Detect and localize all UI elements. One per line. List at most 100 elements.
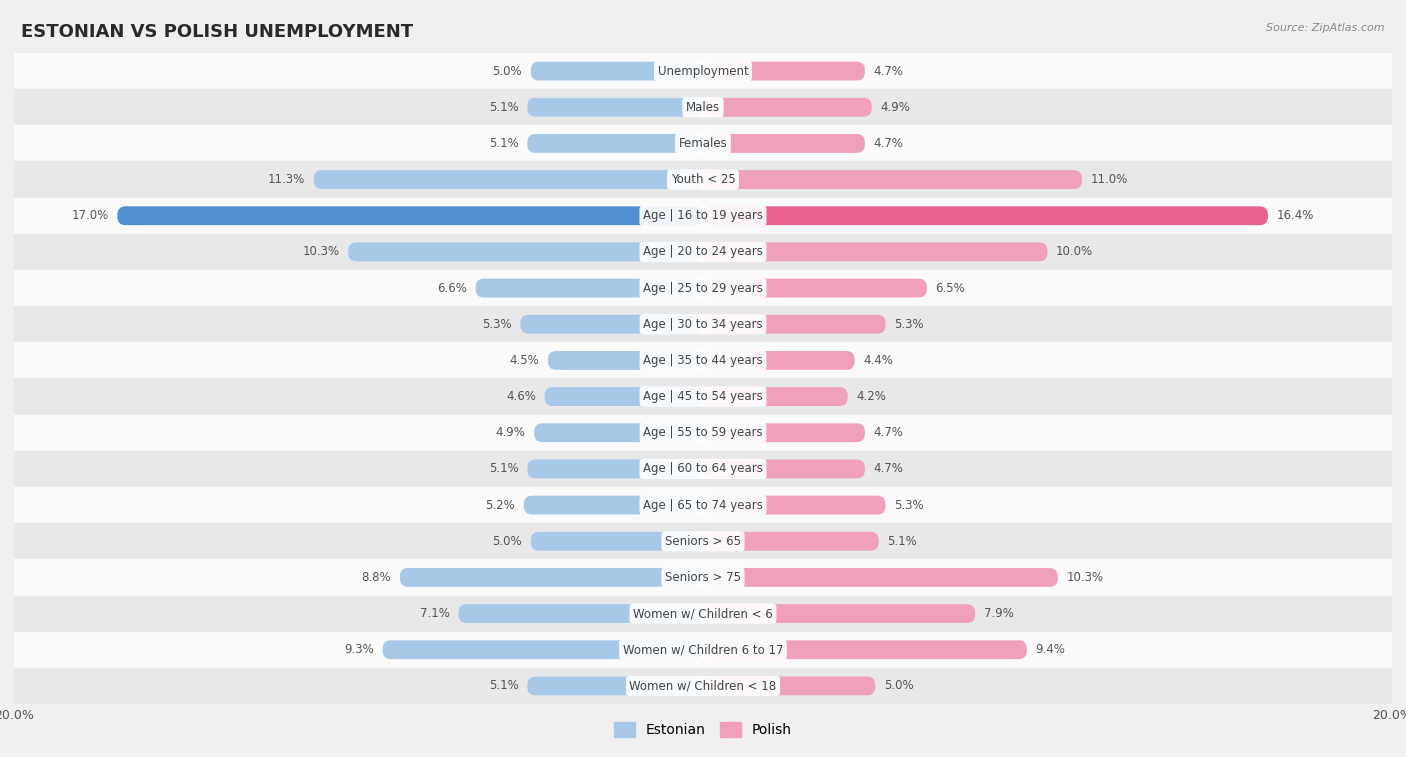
Text: Seniors > 65: Seniors > 65	[665, 534, 741, 548]
FancyBboxPatch shape	[399, 568, 703, 587]
FancyBboxPatch shape	[531, 61, 703, 80]
FancyBboxPatch shape	[703, 459, 865, 478]
Text: 5.3%: 5.3%	[482, 318, 512, 331]
Bar	[14, 415, 1392, 451]
Bar	[14, 198, 1392, 234]
FancyBboxPatch shape	[527, 677, 703, 696]
Text: Age | 65 to 74 years: Age | 65 to 74 years	[643, 499, 763, 512]
FancyBboxPatch shape	[703, 532, 879, 550]
Text: 9.4%: 9.4%	[1035, 643, 1066, 656]
Text: 6.6%: 6.6%	[437, 282, 467, 294]
Text: 4.7%: 4.7%	[873, 426, 904, 439]
Text: 10.3%: 10.3%	[1066, 571, 1104, 584]
Text: 11.3%: 11.3%	[269, 173, 305, 186]
Text: Source: ZipAtlas.com: Source: ZipAtlas.com	[1267, 23, 1385, 33]
Text: 7.9%: 7.9%	[984, 607, 1014, 620]
FancyBboxPatch shape	[544, 387, 703, 406]
FancyBboxPatch shape	[548, 351, 703, 370]
FancyBboxPatch shape	[475, 279, 703, 298]
Bar	[14, 631, 1392, 668]
Text: 8.8%: 8.8%	[361, 571, 391, 584]
Text: Youth < 25: Youth < 25	[671, 173, 735, 186]
FancyBboxPatch shape	[703, 568, 1057, 587]
FancyBboxPatch shape	[531, 532, 703, 550]
Text: Women w/ Children 6 to 17: Women w/ Children 6 to 17	[623, 643, 783, 656]
Text: 5.0%: 5.0%	[492, 64, 522, 77]
Text: 10.0%: 10.0%	[1056, 245, 1094, 258]
Text: 5.1%: 5.1%	[489, 463, 519, 475]
FancyBboxPatch shape	[382, 640, 703, 659]
Text: 10.3%: 10.3%	[302, 245, 340, 258]
Text: 9.3%: 9.3%	[344, 643, 374, 656]
Text: 5.1%: 5.1%	[489, 680, 519, 693]
Text: 7.1%: 7.1%	[420, 607, 450, 620]
FancyBboxPatch shape	[527, 98, 703, 117]
Text: 5.2%: 5.2%	[485, 499, 515, 512]
Text: Females: Females	[679, 137, 727, 150]
FancyBboxPatch shape	[703, 134, 865, 153]
FancyBboxPatch shape	[524, 496, 703, 515]
FancyBboxPatch shape	[703, 677, 875, 696]
Text: Age | 25 to 29 years: Age | 25 to 29 years	[643, 282, 763, 294]
Text: ESTONIAN VS POLISH UNEMPLOYMENT: ESTONIAN VS POLISH UNEMPLOYMENT	[21, 23, 413, 41]
FancyBboxPatch shape	[703, 640, 1026, 659]
Text: Unemployment: Unemployment	[658, 64, 748, 77]
Text: Age | 30 to 34 years: Age | 30 to 34 years	[643, 318, 763, 331]
FancyBboxPatch shape	[703, 387, 848, 406]
FancyBboxPatch shape	[534, 423, 703, 442]
Text: 4.4%: 4.4%	[863, 354, 893, 367]
Text: Males: Males	[686, 101, 720, 114]
Text: 4.6%: 4.6%	[506, 390, 536, 403]
FancyBboxPatch shape	[703, 98, 872, 117]
Text: 5.1%: 5.1%	[887, 534, 917, 548]
Bar	[14, 596, 1392, 631]
FancyBboxPatch shape	[314, 170, 703, 189]
Text: 5.1%: 5.1%	[489, 101, 519, 114]
Text: 5.0%: 5.0%	[492, 534, 522, 548]
Text: 17.0%: 17.0%	[72, 209, 108, 223]
Bar	[14, 559, 1392, 596]
FancyBboxPatch shape	[527, 134, 703, 153]
Bar	[14, 306, 1392, 342]
FancyBboxPatch shape	[703, 207, 1268, 225]
Bar	[14, 668, 1392, 704]
Text: 4.9%: 4.9%	[496, 426, 526, 439]
Text: Seniors > 75: Seniors > 75	[665, 571, 741, 584]
FancyBboxPatch shape	[703, 315, 886, 334]
Text: 6.5%: 6.5%	[935, 282, 966, 294]
FancyBboxPatch shape	[527, 459, 703, 478]
Bar	[14, 53, 1392, 89]
Text: 5.3%: 5.3%	[894, 318, 924, 331]
Text: 4.7%: 4.7%	[873, 64, 904, 77]
Bar	[14, 234, 1392, 270]
FancyBboxPatch shape	[703, 604, 976, 623]
FancyBboxPatch shape	[349, 242, 703, 261]
Bar	[14, 523, 1392, 559]
Legend: Estonian, Polish: Estonian, Polish	[609, 717, 797, 743]
Text: Age | 35 to 44 years: Age | 35 to 44 years	[643, 354, 763, 367]
Bar	[14, 270, 1392, 306]
Text: 4.7%: 4.7%	[873, 137, 904, 150]
FancyBboxPatch shape	[703, 170, 1083, 189]
Bar	[14, 126, 1392, 161]
Text: 5.3%: 5.3%	[894, 499, 924, 512]
Text: Women w/ Children < 6: Women w/ Children < 6	[633, 607, 773, 620]
Bar	[14, 378, 1392, 415]
FancyBboxPatch shape	[520, 315, 703, 334]
Bar	[14, 161, 1392, 198]
Bar	[14, 487, 1392, 523]
Bar	[14, 89, 1392, 126]
Text: Age | 55 to 59 years: Age | 55 to 59 years	[643, 426, 763, 439]
Bar	[14, 342, 1392, 378]
FancyBboxPatch shape	[703, 423, 865, 442]
Text: Women w/ Children < 18: Women w/ Children < 18	[630, 680, 776, 693]
Text: 11.0%: 11.0%	[1091, 173, 1128, 186]
FancyBboxPatch shape	[703, 351, 855, 370]
FancyBboxPatch shape	[458, 604, 703, 623]
FancyBboxPatch shape	[703, 61, 865, 80]
Text: 4.9%: 4.9%	[880, 101, 910, 114]
FancyBboxPatch shape	[703, 242, 1047, 261]
Text: Age | 20 to 24 years: Age | 20 to 24 years	[643, 245, 763, 258]
Text: Age | 45 to 54 years: Age | 45 to 54 years	[643, 390, 763, 403]
FancyBboxPatch shape	[703, 279, 927, 298]
